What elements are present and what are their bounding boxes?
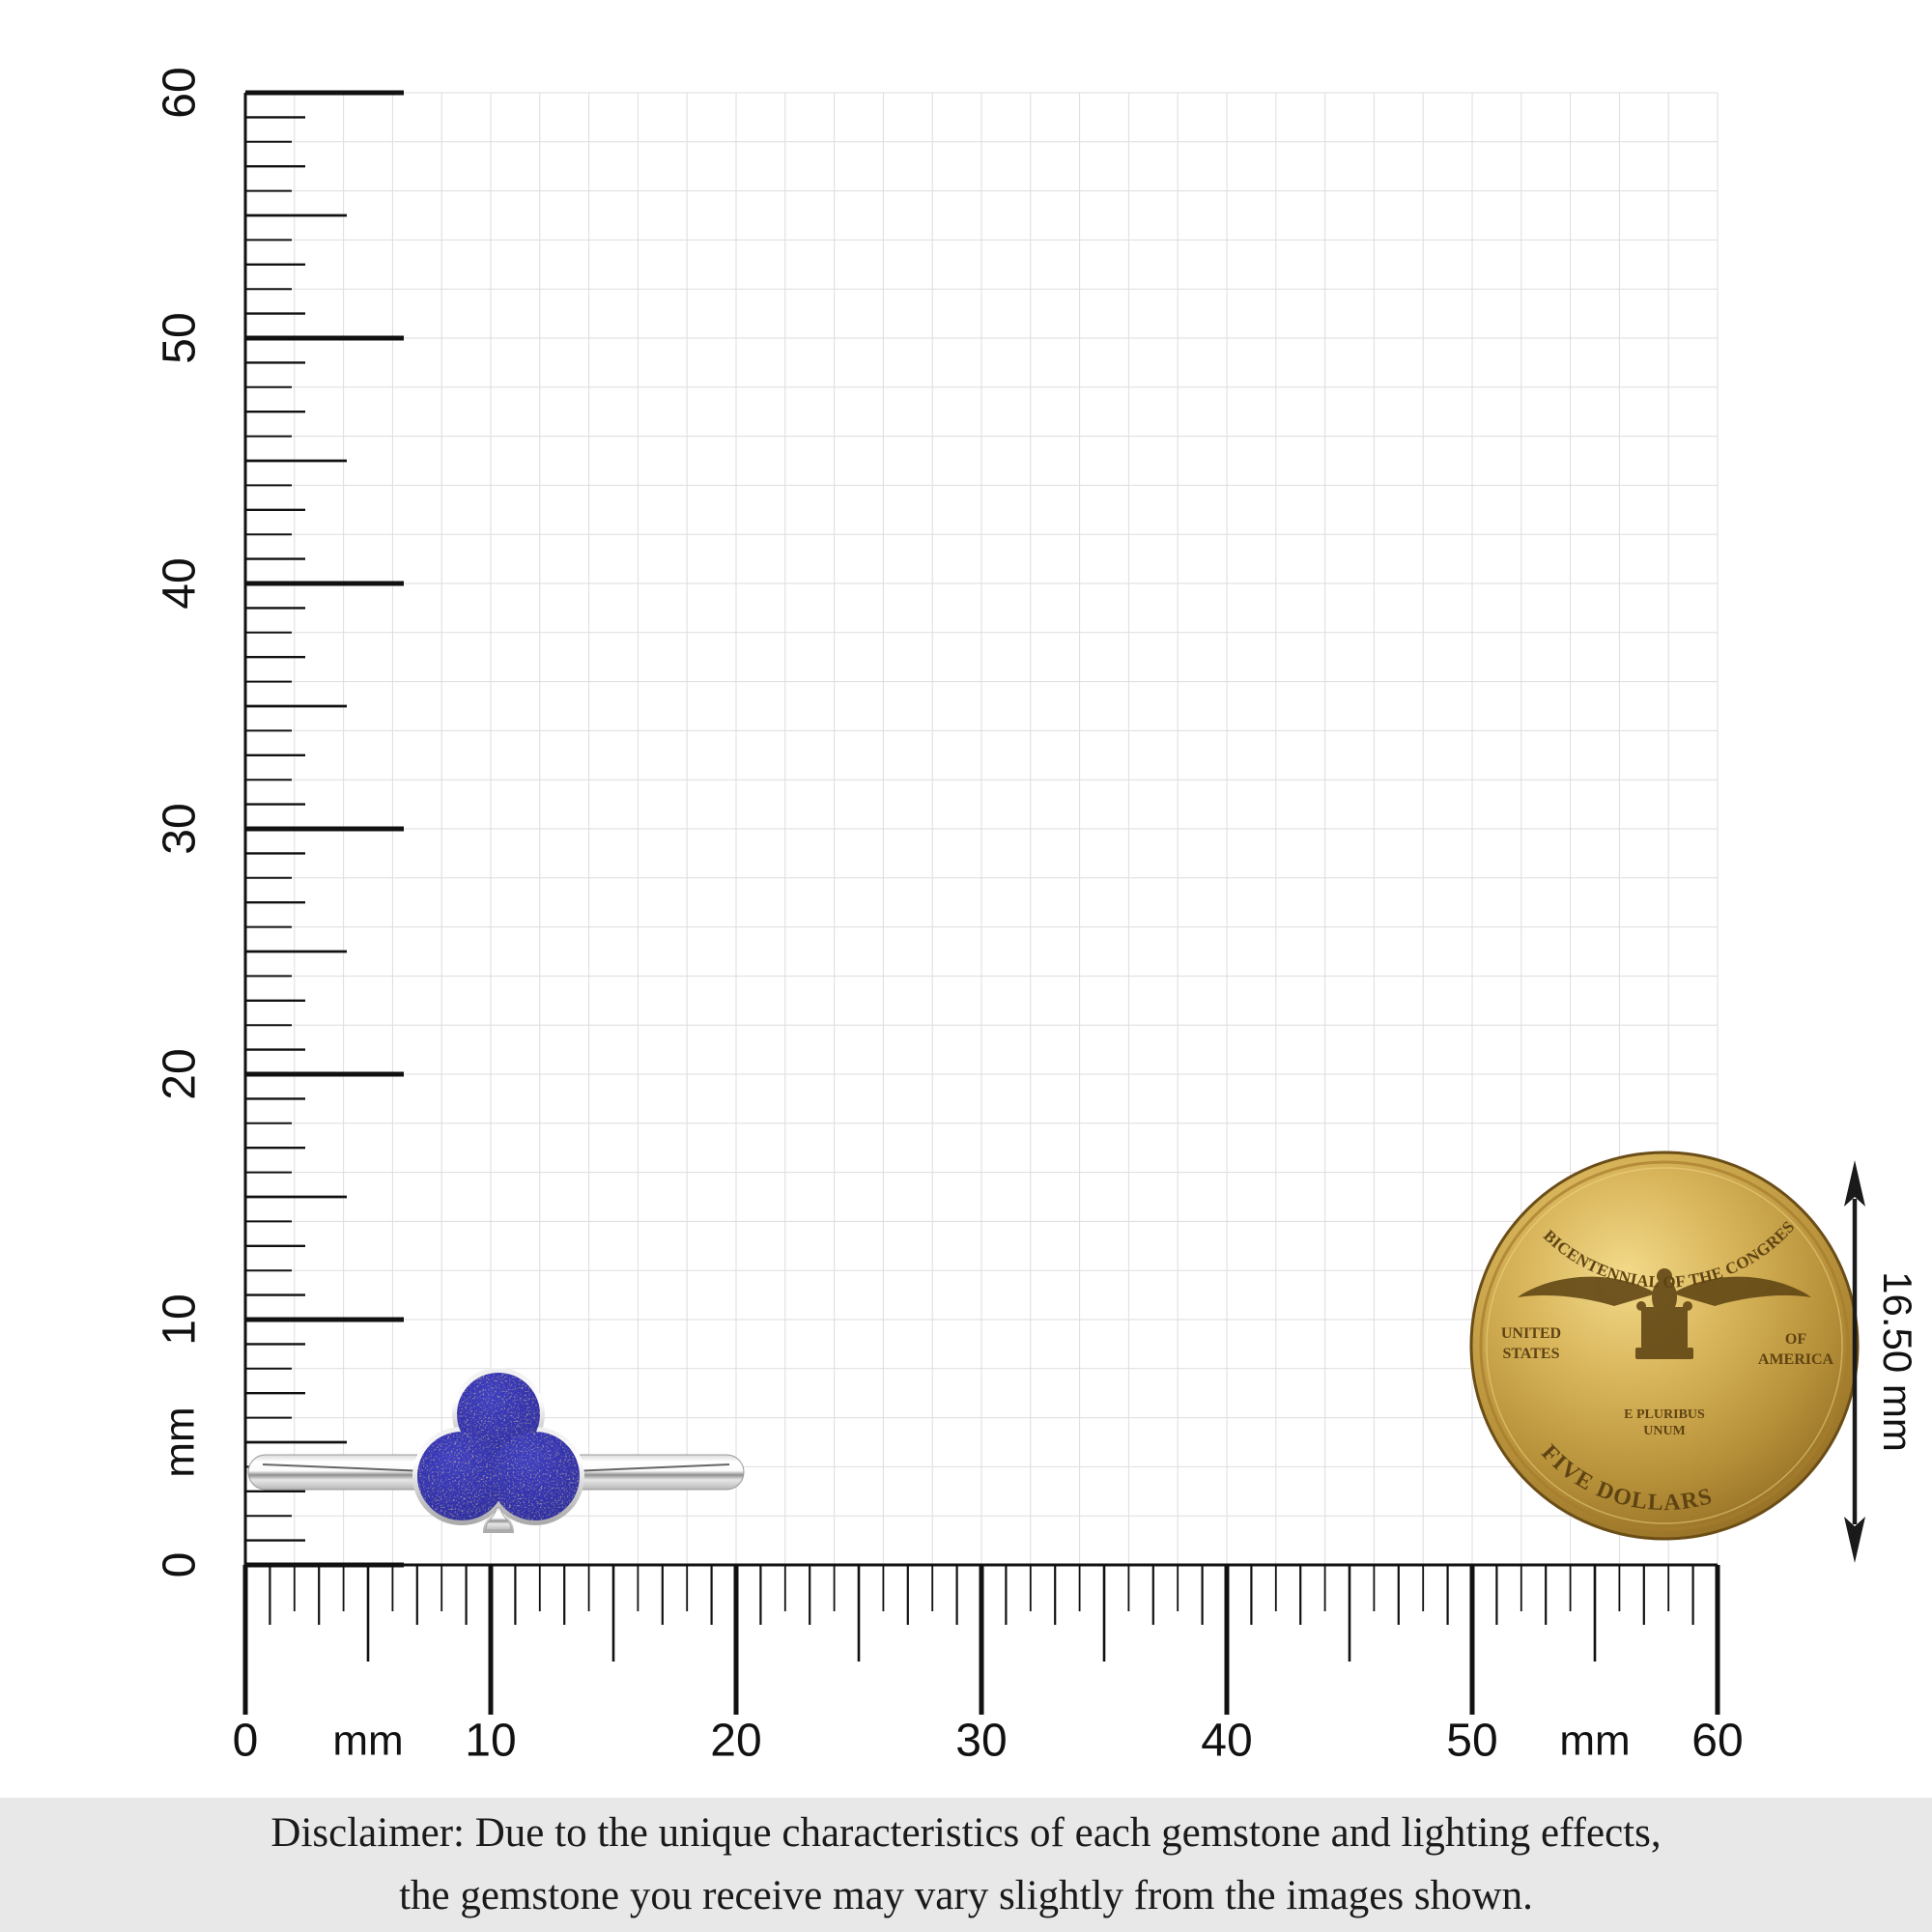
svg-text:OF: OF [1785, 1331, 1806, 1348]
svg-text:16.50 mm: 16.50 mm [1875, 1271, 1920, 1452]
svg-text:AMERICA: AMERICA [1758, 1351, 1834, 1368]
svg-text:BICENTENNIAL OF THE CONGRESS: BICENTENNIAL OF THE CONGRESS [0, 0, 1798, 1292]
svg-text:STATES: STATES [1503, 1346, 1560, 1362]
svg-text:UNUM: UNUM [1643, 1424, 1686, 1438]
svg-text:UNITED: UNITED [1501, 1325, 1561, 1342]
svg-text:E PLURIBUS: E PLURIBUS [1624, 1407, 1705, 1422]
